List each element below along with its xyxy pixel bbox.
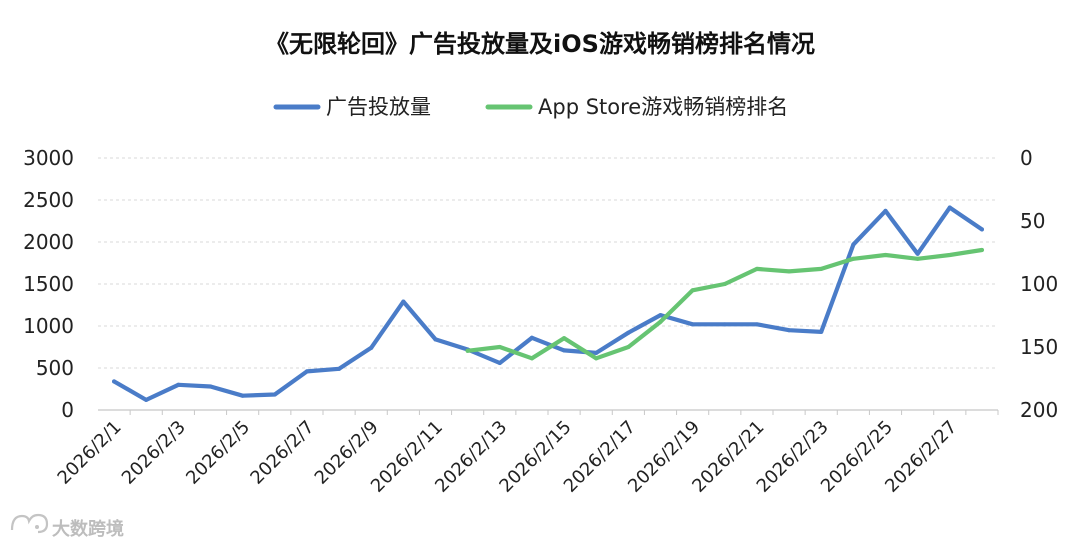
data-point-ad-volume [144, 397, 149, 402]
data-point-ad-volume [626, 330, 631, 335]
data-point-appstore-rank [690, 288, 695, 293]
data-point-ad-volume [369, 345, 374, 350]
y-left-tick-label: 500 [36, 356, 74, 380]
data-point-appstore-rank [562, 336, 567, 341]
data-point-appstore-rank [915, 256, 920, 261]
y-right-tick-label: 200 [1020, 398, 1058, 422]
data-point-ad-volume [819, 329, 824, 334]
series [112, 205, 984, 402]
data-point-appstore-rank [754, 266, 759, 271]
y-left-tick-label: 2000 [23, 230, 74, 254]
data-point-ad-volume [915, 251, 920, 256]
data-point-ad-volume [754, 322, 759, 327]
y-left-tick-label: 2500 [23, 188, 74, 212]
data-point-appstore-rank [819, 266, 824, 271]
data-point-ad-volume [433, 337, 438, 342]
data-point-appstore-rank [883, 253, 888, 258]
grid [98, 157, 998, 411]
data-point-ad-volume [529, 335, 534, 340]
data-point-ad-volume [112, 379, 117, 384]
data-point-appstore-rank [465, 348, 470, 353]
data-point-appstore-rank [658, 319, 663, 324]
data-point-ad-volume [337, 366, 342, 371]
data-point-ad-volume [401, 299, 406, 304]
data-point-appstore-rank [497, 345, 502, 349]
data-point-appstore-rank [722, 282, 727, 286]
data-point-ad-volume [979, 227, 984, 232]
data-point-ad-volume [787, 328, 792, 333]
data-point-ad-volume [497, 360, 502, 365]
x-tick-label: 2026/2/1 [54, 417, 126, 489]
watermark: 大数跨境 [10, 513, 124, 540]
legend-label-ad: 广告投放量 [326, 95, 431, 119]
y-left-tick-label: 3000 [23, 146, 74, 170]
left-axis: 0 500 1000 1500 2000 2500 3000 [23, 146, 74, 422]
data-point-ad-volume [947, 205, 952, 210]
data-point-ad-volume [594, 350, 599, 355]
x-tick-label: 2026/2/3 [118, 417, 190, 489]
legend-label-rank: App Store游戏畅销榜排名 [538, 95, 788, 119]
x-axis: 2026/2/12026/2/32026/2/52026/2/72026/2/9… [54, 410, 999, 497]
data-point-ad-volume [883, 208, 888, 213]
y-right-tick-label: 50 [1020, 209, 1045, 233]
data-point-appstore-rank [594, 356, 599, 361]
data-point-appstore-rank [947, 253, 952, 258]
data-point-ad-volume [690, 322, 695, 327]
series-line-ad-volume [112, 205, 984, 402]
y-right-tick-label: 150 [1020, 335, 1058, 359]
data-point-ad-volume [722, 322, 727, 327]
y-right-tick-label: 0 [1020, 146, 1033, 170]
y-right-tick-label: 100 [1020, 272, 1058, 296]
data-point-appstore-rank [626, 345, 631, 349]
right-axis: 0 50 100 150 200 [1020, 146, 1058, 422]
data-point-appstore-rank [787, 269, 792, 274]
y-left-tick-label: 1500 [23, 272, 74, 296]
data-point-ad-volume [562, 348, 567, 353]
data-point-appstore-rank [979, 247, 984, 252]
data-point-ad-volume [851, 242, 856, 247]
brand-logo-icon [10, 513, 49, 534]
y-left-tick-label: 0 [61, 398, 74, 422]
x-tick-label: 2026/2/7 [246, 417, 318, 489]
watermark-text: 大数跨境 [52, 518, 124, 540]
data-point-ad-volume [208, 384, 213, 389]
y-left-tick-label: 1000 [23, 314, 74, 338]
data-point-appstore-rank [529, 356, 534, 361]
data-point-ad-volume [272, 392, 277, 397]
x-tick-label: 2026/2/5 [182, 417, 254, 489]
data-point-ad-volume [240, 393, 245, 398]
data-point-ad-volume [658, 313, 663, 318]
legend: 广告投放量 App Store游戏畅销榜排名 [273, 95, 788, 119]
data-point-appstore-rank [851, 256, 856, 261]
data-point-ad-volume [176, 382, 181, 387]
data-point-ad-volume [304, 369, 309, 374]
chart-title: 《无限轮回》广告投放量及iOS游戏畅销榜排名情况 [265, 30, 815, 58]
